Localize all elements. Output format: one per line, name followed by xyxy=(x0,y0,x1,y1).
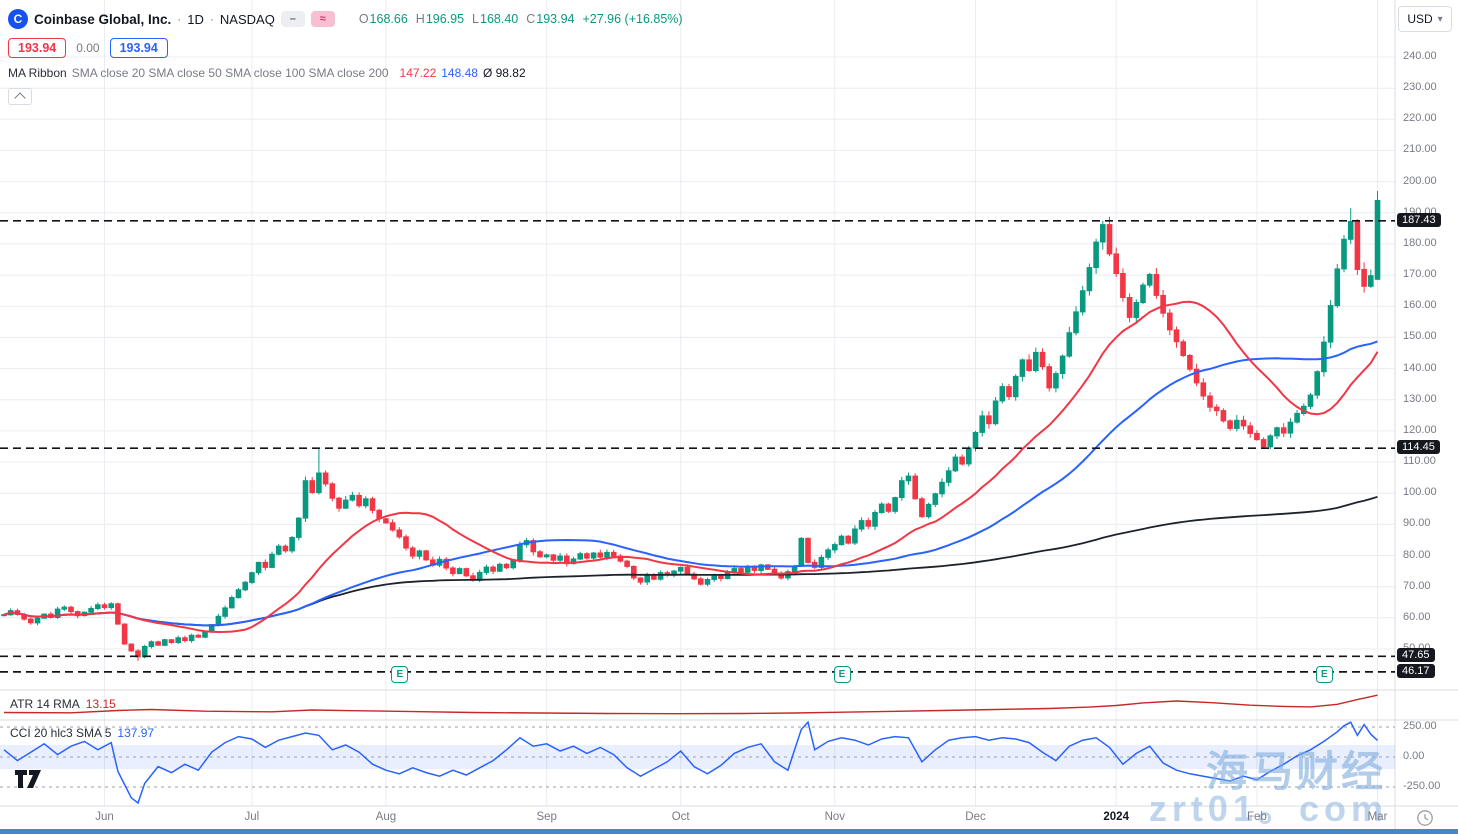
price-axis-label: 160.00 xyxy=(1403,299,1437,312)
time-axis-label: Jul xyxy=(244,811,260,823)
high-label: H xyxy=(415,12,425,26)
open-label: O xyxy=(358,12,369,26)
price-axis-label: 60.00 xyxy=(1403,610,1431,623)
price-axis-label: 210.00 xyxy=(1403,143,1437,156)
open-value: 168.66 xyxy=(369,12,408,26)
currency-dropdown[interactable]: USD ▾ xyxy=(1398,6,1452,32)
price-axis-label: 180.00 xyxy=(1403,236,1437,249)
legend: C Coinbase Global, Inc. · 1D · NASDAQ – … xyxy=(8,6,683,105)
indicator-value-avg: Ø 98.82 xyxy=(482,66,526,80)
grid-layer xyxy=(0,0,1395,806)
time-axis-label: Mar xyxy=(1367,811,1388,823)
price-axis-label: 230.00 xyxy=(1403,81,1437,94)
tradingview-logo[interactable] xyxy=(14,768,48,790)
spread-value: 0.00 xyxy=(76,41,100,55)
earnings-badge[interactable]: E xyxy=(1315,666,1333,683)
ohlc-values: O 168.66 H 196.95 L 168.40 C 193.94 +27.96 (… xyxy=(351,12,683,26)
dash-icon[interactable]: – xyxy=(280,11,305,27)
separator: · xyxy=(209,12,214,26)
cci-value: 137.97 xyxy=(117,726,155,740)
sma-slow-line xyxy=(3,495,1378,627)
cci-indicator-label[interactable]: CCI 20 hlc3 SMA 5 137.97 xyxy=(10,726,154,740)
price-level-badge: 46.17 xyxy=(1397,663,1435,678)
earnings-badge[interactable]: E xyxy=(391,666,409,683)
atr-indicator-label[interactable]: ATR 14 RMA 13.15 xyxy=(10,697,116,711)
price-axis-label: 110.00 xyxy=(1403,455,1436,468)
time-axis-label: Oct xyxy=(671,811,690,823)
price-axis[interactable]: USD ▾ 240.00 230.00 220.00 210.00 200.00 190.… xyxy=(1395,0,1458,834)
sma-fast-line xyxy=(3,300,1379,634)
buy-button[interactable]: 193.94 xyxy=(109,38,168,58)
earnings-badge[interactable]: E xyxy=(833,666,851,683)
time-axis-label: Aug xyxy=(375,811,397,823)
change-value: +27.96 (+16.85%) xyxy=(582,12,683,26)
cci-axis-label: 0.00 xyxy=(1403,750,1425,762)
timeframe[interactable]: 1D xyxy=(187,11,204,27)
price-axis-label: 130.00 xyxy=(1403,392,1437,405)
indicator-value-blue: 148.48 xyxy=(441,66,478,80)
sma-mid-line xyxy=(3,340,1378,627)
price-axis-label: 220.00 xyxy=(1403,112,1437,125)
price-axis-label: 90.00 xyxy=(1403,517,1431,530)
collapse-legend-button[interactable] xyxy=(8,88,32,105)
cci-axis-label: -250.00 xyxy=(1403,780,1441,792)
separator: · xyxy=(177,12,182,26)
chevron-up-icon xyxy=(14,92,26,104)
atr-value: 13.15 xyxy=(85,697,116,711)
close-value: 193.94 xyxy=(536,12,575,26)
wave-icon[interactable]: ≈ xyxy=(310,11,335,27)
price-axis-label: 140.00 xyxy=(1403,361,1437,374)
cci-name: CCI 20 hlc3 SMA 5 xyxy=(10,726,112,740)
low-value: 168.40 xyxy=(480,12,519,26)
atr-line xyxy=(3,694,1378,715)
chevron-down-icon: ▾ xyxy=(1437,13,1443,25)
coinbase-logo: C xyxy=(8,9,28,29)
price-level-badge: 114.45 xyxy=(1397,440,1440,455)
candles-up xyxy=(1,191,1381,659)
indicator-name: MA Ribbon xyxy=(8,66,67,80)
currency-value: USD xyxy=(1407,12,1433,26)
price-axis-label: 120.00 xyxy=(1403,423,1437,436)
symbol-title[interactable]: Coinbase Global, Inc. xyxy=(34,11,172,27)
clock-icon[interactable] xyxy=(1416,809,1434,827)
price-axis-label: 100.00 xyxy=(1403,486,1437,499)
high-value: 196.95 xyxy=(425,12,465,26)
price-axis-label: 150.00 xyxy=(1403,330,1437,343)
atr-name: ATR 14 RMA xyxy=(10,697,80,711)
price-axis-label: 70.00 xyxy=(1403,579,1431,592)
indicator-legend[interactable]: MA Ribbon SMA close 20 SMA close 50 SMA … xyxy=(8,66,683,80)
time-axis-label: Dec xyxy=(965,811,986,823)
price-level-badge: 187.43 xyxy=(1397,212,1441,227)
price-level-badge: 47.65 xyxy=(1397,648,1435,663)
time-axis-label: 2024 xyxy=(1103,811,1129,823)
low-label: L xyxy=(472,12,479,26)
price-axis-label: 170.00 xyxy=(1403,268,1437,281)
time-axis-label: Jun xyxy=(95,811,114,823)
cci-line xyxy=(3,720,1379,805)
exchange: NASDAQ xyxy=(219,11,275,27)
price-axis-label: 80.00 xyxy=(1403,548,1431,561)
close-label: C xyxy=(526,12,536,26)
price-axis-label: 200.00 xyxy=(1403,174,1437,187)
cci-axis-label: 250.00 xyxy=(1403,720,1437,732)
time-axis-label: Feb xyxy=(1246,811,1267,823)
price-axis-label: 240.00 xyxy=(1403,49,1437,62)
time-axis-label: Sep xyxy=(536,811,557,823)
candles-down xyxy=(14,216,1367,661)
time-axis-label: Nov xyxy=(824,811,846,823)
indicator-value-red: 147.22 xyxy=(399,66,437,80)
time-axis[interactable]: Jun Jul Aug Sep Oct Nov Dec 2024 Feb Mar xyxy=(0,806,1395,830)
sell-button[interactable]: 193.94 xyxy=(8,38,67,58)
indicator-params: SMA close 20 SMA close 50 SMA close 100 … xyxy=(71,66,389,80)
bottom-edge-bar xyxy=(0,829,1458,834)
